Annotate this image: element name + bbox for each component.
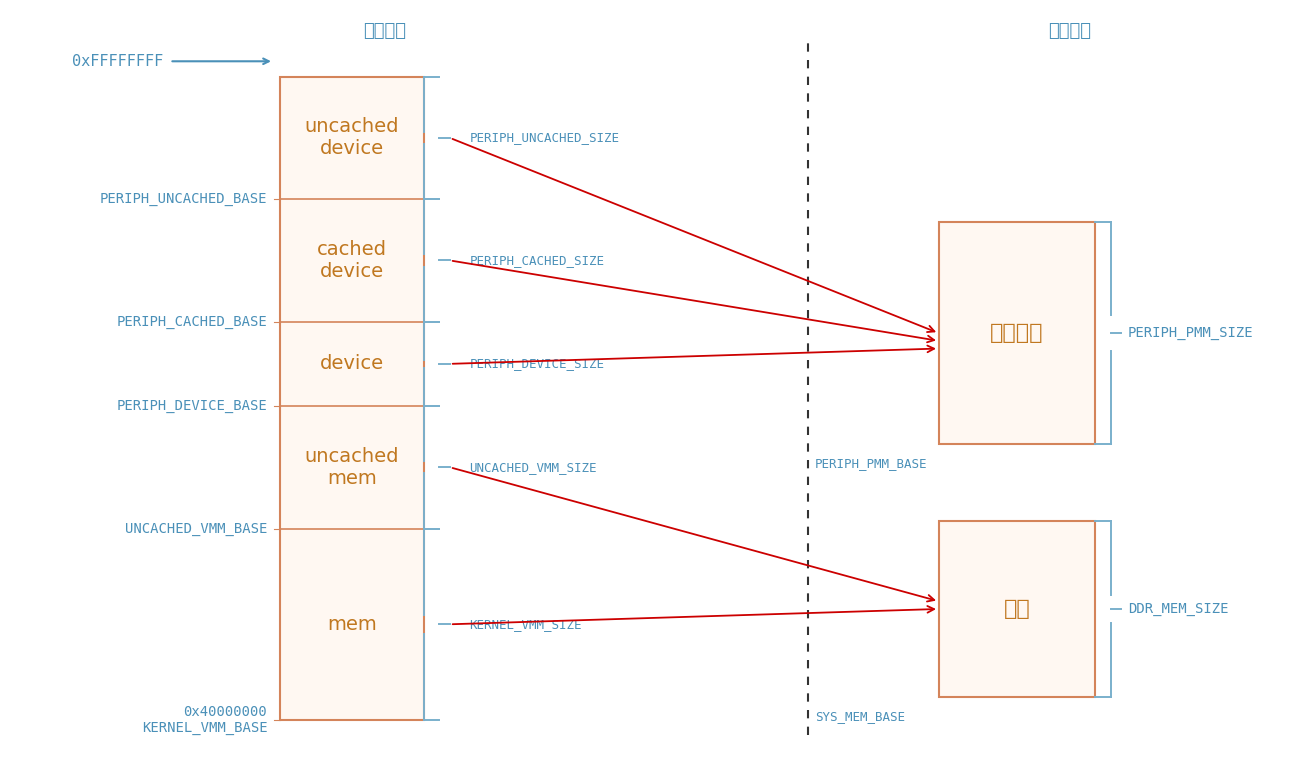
Text: DDR_MEM_SIZE: DDR_MEM_SIZE [1128,602,1228,616]
FancyBboxPatch shape [939,222,1095,444]
Text: 0xFFFFFFFF: 0xFFFFFFFF [72,54,163,69]
FancyBboxPatch shape [280,77,424,720]
Text: PERIPH_UNCACHED_BASE: PERIPH_UNCACHED_BASE [100,192,267,206]
Text: PERIPH_CACHED_BASE: PERIPH_CACHED_BASE [116,315,267,329]
Text: 0x40000000
KERNEL_VMM_BASE: 0x40000000 KERNEL_VMM_BASE [142,705,267,735]
Text: uncached
mem: uncached mem [305,447,399,488]
Text: device: device [319,355,385,373]
Text: PERIPH_PMM_BASE: PERIPH_PMM_BASE [815,457,927,470]
Text: PERIPH_UNCACHED_SIZE: PERIPH_UNCACHED_SIZE [469,132,619,144]
Text: 内存: 内存 [1004,599,1030,619]
Text: 物理地址: 物理地址 [1048,21,1090,40]
Text: uncached
device: uncached device [305,117,399,159]
Text: UNCACHED_VMM_BASE: UNCACHED_VMM_BASE [125,522,267,535]
Text: PERIPH_DEVICE_BASE: PERIPH_DEVICE_BASE [116,399,267,413]
Text: cached
device: cached device [317,240,387,281]
Text: KERNEL_VMM_SIZE: KERNEL_VMM_SIZE [469,618,582,630]
Text: PERIPH_CACHED_SIZE: PERIPH_CACHED_SIZE [469,254,605,267]
Text: UNCACHED_VMM_SIZE: UNCACHED_VMM_SIZE [469,461,597,473]
Text: PERIPH_PMM_SIZE: PERIPH_PMM_SIZE [1128,326,1253,340]
Text: 虚拟地址: 虚拟地址 [364,21,406,40]
FancyBboxPatch shape [939,521,1095,697]
Text: mem: mem [327,615,377,633]
Text: SYS_MEM_BASE: SYS_MEM_BASE [815,710,905,722]
Text: PERIPH_DEVICE_SIZE: PERIPH_DEVICE_SIZE [469,358,605,370]
Text: 设备空间: 设备空间 [990,323,1045,343]
